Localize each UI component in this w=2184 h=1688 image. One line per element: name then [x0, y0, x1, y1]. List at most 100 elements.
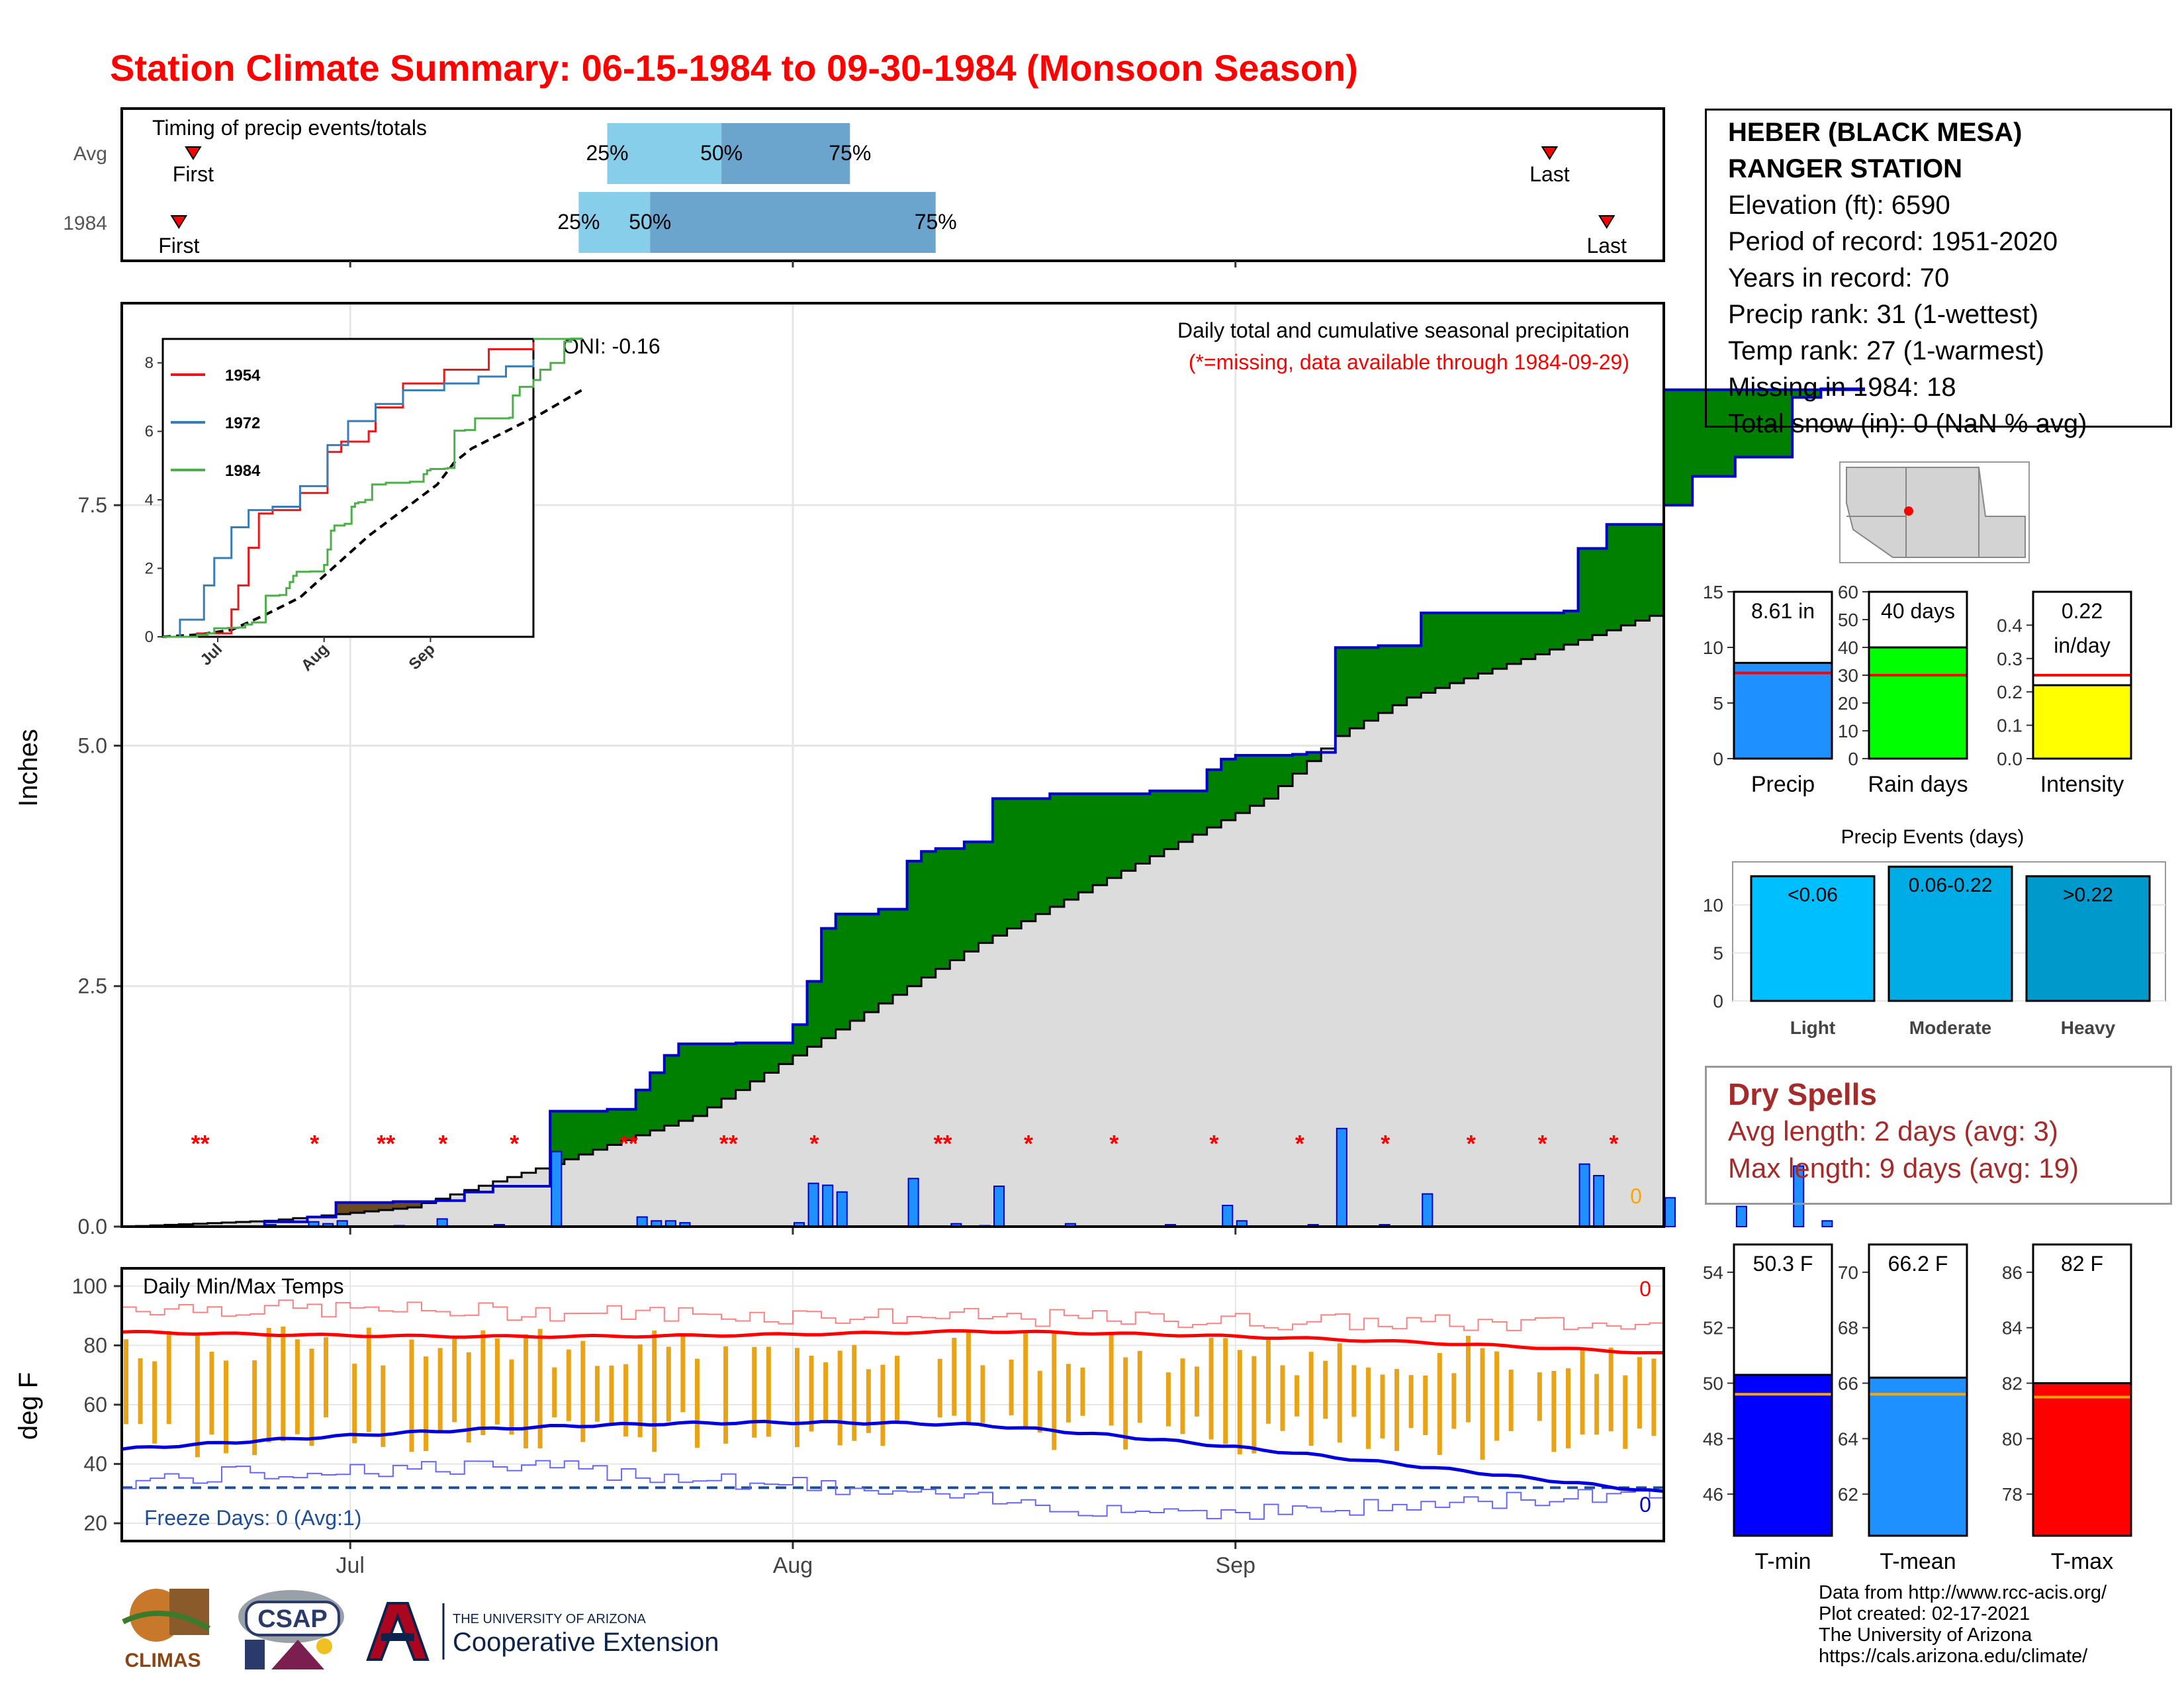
temp-t-mean-y-tick-label: 70	[1838, 1262, 1858, 1283]
timing-pct-label-y1984: 50%	[629, 210, 671, 234]
daily-temp-range-bar	[1180, 1358, 1185, 1434]
daily-temp-range-bar	[1594, 1374, 1600, 1435]
inset-y-tick-label: 6	[145, 423, 154, 441]
daily-temp-range-bar	[1565, 1368, 1570, 1448]
precip-y-axis-label: Inches	[14, 729, 43, 807]
missing-data-marker: *	[1381, 1130, 1390, 1157]
precip-events-bar-heavy	[2025, 875, 2151, 1002]
missing-data-marker: **	[933, 1130, 952, 1157]
daily-temp-range-bar	[209, 1352, 214, 1434]
precip-note-2: (*=missing, data available through 1984-…	[1189, 350, 1629, 374]
precip-end-count: 0	[1630, 1184, 1642, 1208]
rain-days-y-tick-label: 40	[1838, 637, 1858, 658]
daily-temp-range-bar	[1608, 1347, 1614, 1432]
daily-temp-range-bar	[1295, 1375, 1300, 1417]
dry-spells-avg: Avg length: 2 days (avg: 3)	[1728, 1115, 2058, 1147]
daily-temp-range-bar	[195, 1335, 200, 1458]
missing-data-marker: *	[1467, 1130, 1476, 1157]
x-axis-month-label: Sep	[1216, 1553, 1256, 1578]
csap-logo-text: CSAP	[257, 1605, 328, 1633]
daily-temp-range-bar	[952, 1337, 957, 1416]
daily-temp-range-bar	[1137, 1350, 1142, 1423]
daily-temp-range-bar	[324, 1337, 329, 1418]
daily-temp-range-bar	[666, 1346, 671, 1422]
daily-temp-range-bar	[409, 1339, 414, 1452]
precip-y-tick-label: 2.5	[78, 974, 107, 998]
precip-events-y-tick-label: 10	[1703, 895, 1723, 915]
station-name-line1: HEBER (BLACK MESA)	[1728, 118, 2023, 147]
daily-temp-range-bar	[937, 1358, 942, 1418]
temp-t-max-y-tick-label: 86	[2002, 1262, 2023, 1283]
station-location-marker	[1904, 506, 1913, 516]
rain-days-frame	[1868, 590, 1968, 760]
temp-t-max-y-tick-label: 78	[2002, 1484, 2023, 1505]
daily-temp-range-bar	[1551, 1370, 1557, 1452]
daily-temp-range-bar	[1480, 1348, 1485, 1460]
daily-temp-range-bar	[1365, 1367, 1371, 1449]
temp-t-max-value-label: 82 F	[2061, 1252, 2103, 1276]
daily-temp-range-bar	[1508, 1370, 1514, 1431]
daily-temp-range-bar	[1009, 1359, 1014, 1416]
intensity-value-label: in/day	[2054, 633, 2110, 657]
inset-y-tick-label: 0	[145, 628, 154, 646]
daily-precip-bar	[822, 1184, 834, 1227]
missing-data-marker: *	[510, 1130, 519, 1157]
daily-temp-range-bar	[794, 1348, 799, 1448]
daily-temp-range-bar	[1066, 1364, 1071, 1423]
precip-total-y-tick-label: 10	[1703, 637, 1723, 658]
dry-spells-max: Max length: 9 days (avg: 19)	[1728, 1152, 2079, 1184]
daily-temp-range-bar	[623, 1364, 629, 1437]
daily-temp-range-bar	[652, 1331, 657, 1452]
station-precip-rank: Precip rank: 31 (1-wettest)	[1728, 300, 2039, 329]
daily-temp-range-bar	[466, 1352, 471, 1443]
daily-temp-range-bar	[1323, 1360, 1328, 1419]
daily-temp-range-bar	[1308, 1352, 1314, 1446]
daily-temp-range-bar	[866, 1369, 871, 1433]
precip-1984-cumulative-line	[122, 387, 1866, 1228]
inset-y-tick-label: 2	[145, 560, 154, 578]
daily-precip-bar	[1821, 1220, 1833, 1227]
hot-days-count: 0	[1639, 1277, 1651, 1301]
temps-y-tick-label: 80	[83, 1333, 107, 1357]
intensity-y-tick-label: 0.4	[1997, 615, 2023, 635]
daily-temp-range-bar	[138, 1358, 143, 1425]
temps-panel: 20 40 60 80 100 Jul Aug Sep deg F Daily Min/Max…	[14, 1267, 1665, 1578]
temp-t-mean-bar	[1868, 1376, 1968, 1537]
temps-y-tick-label: 60	[83, 1393, 107, 1417]
timing-pct-label-avg: 75%	[829, 141, 871, 165]
timing-last-marker-y1984	[1598, 215, 1615, 229]
precip-total-category-label: Precip	[1751, 772, 1815, 797]
precip-y-tick-label: 5.0	[78, 733, 107, 757]
daily-temp-range-bar	[580, 1340, 586, 1442]
intensity-y-tick-label: 0.3	[1997, 649, 2023, 669]
daily-temp-range-bar	[480, 1330, 486, 1436]
daily-temp-range-bar	[1237, 1350, 1242, 1455]
station-temp-rank: Temp rank: 27 (1-warmest)	[1728, 336, 2044, 365]
daily-temp-range-bar	[1265, 1339, 1271, 1424]
daily-temp-range-bar	[1465, 1336, 1471, 1423]
timing-pct-label-avg: 25%	[586, 141, 628, 165]
station-elevation: Elevation (ft): 6590	[1728, 191, 1950, 220]
temp-t-max-bar	[2032, 1382, 2132, 1537]
temps-y-tick-label: 20	[83, 1511, 107, 1535]
csap-logo: CSAP	[232, 1583, 351, 1676]
timing-first-label-y1984: First	[158, 234, 199, 258]
temp-t-mean-y-tick-label: 64	[1838, 1429, 1858, 1449]
intensity-y-tick-label: 0.0	[1997, 749, 2023, 769]
daily-precip-bar	[1422, 1193, 1433, 1227]
precip-average-area	[122, 611, 1664, 1227]
climas-logo: CLIMAS	[110, 1582, 216, 1675]
daily-temp-range-bar	[281, 1327, 286, 1442]
daily-temp-range-bar	[852, 1344, 857, 1441]
daily-precip-bar	[1578, 1163, 1590, 1227]
inset-legend-label: 1954	[225, 367, 261, 385]
precip-events-bar-label: <0.06	[1788, 884, 1838, 906]
timing-last-label-avg: Last	[1529, 162, 1570, 186]
daily-temp-range-bar	[1195, 1366, 1200, 1417]
daily-temp-range-bar	[680, 1334, 686, 1413]
daily-temp-range-bar	[566, 1349, 571, 1421]
rain-days-bar	[1868, 646, 1968, 760]
page-title: Station Climate Summary: 06-15-1984 to 0…	[110, 47, 1358, 89]
intensity-category-label: Intensity	[2040, 772, 2124, 797]
ua-logo-line2: Cooperative Extension	[453, 1628, 719, 1657]
